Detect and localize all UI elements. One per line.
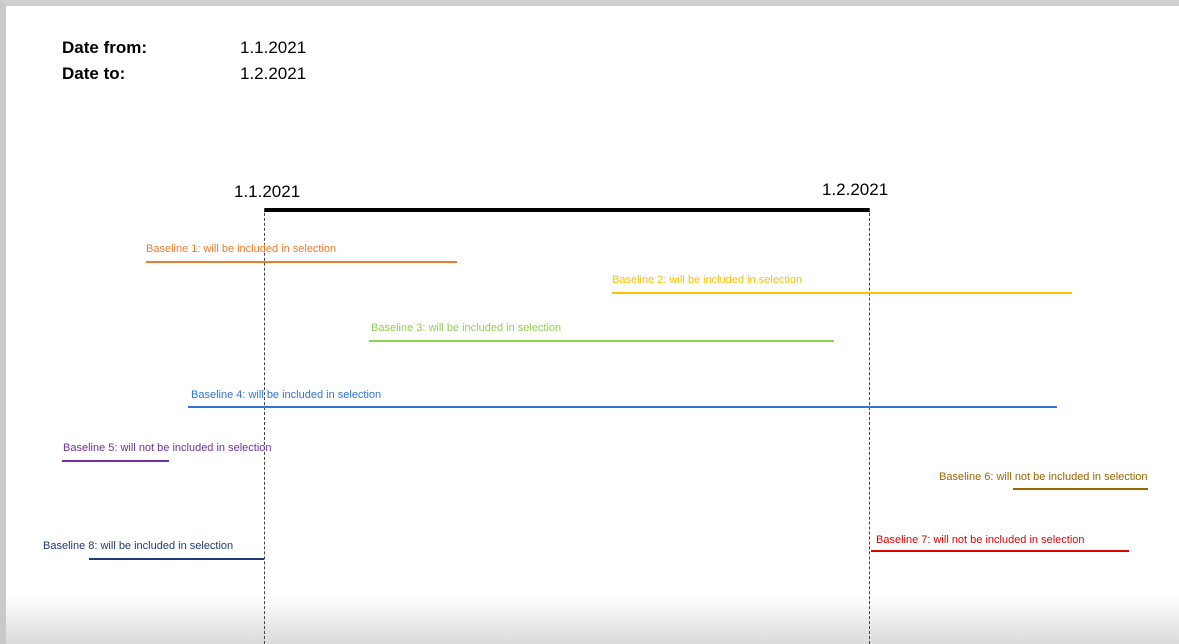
baseline-4-line: [188, 406, 1057, 408]
timeline-start-marker: [264, 208, 265, 644]
baseline-2-line: [612, 292, 1072, 294]
baseline-3-line: [369, 340, 834, 342]
baseline-8-line: [89, 558, 264, 560]
timeline-start-label: 1.1.2021: [234, 182, 301, 201]
baseline-2-label: Baseline 2: will be included in selectio…: [612, 274, 803, 286]
baseline-1-line: [146, 261, 457, 263]
baseline-5-label: Baseline 5: will not be included in sele…: [63, 442, 272, 454]
date-from-label: Date from:: [62, 38, 148, 57]
baseline-6-label: Baseline 6: will not be included in sele…: [939, 471, 1148, 483]
baseline-8-label: Baseline 8: will be included in selectio…: [43, 540, 234, 552]
baseline-7-label: Baseline 7: will not be included in sele…: [876, 534, 1085, 546]
timeline-range-line: [264, 208, 870, 212]
baseline-6-line: [1013, 488, 1148, 490]
timeline-end-marker: [869, 208, 870, 644]
baseline-4-label: Baseline 4: will be included in selectio…: [191, 389, 382, 401]
date-to-label: Date to:: [62, 64, 126, 83]
baseline-5-line: [62, 460, 169, 462]
baseline-7-line: [871, 550, 1129, 552]
baseline-1-label: Baseline 1: will be included in selectio…: [146, 243, 337, 255]
baseline-3-label: Baseline 3: will be included in selectio…: [371, 322, 562, 334]
timeline-end-label: 1.2.2021: [822, 180, 889, 199]
date-from-value: 1.1.2021: [240, 38, 307, 57]
date-to-value: 1.2.2021: [240, 64, 307, 83]
